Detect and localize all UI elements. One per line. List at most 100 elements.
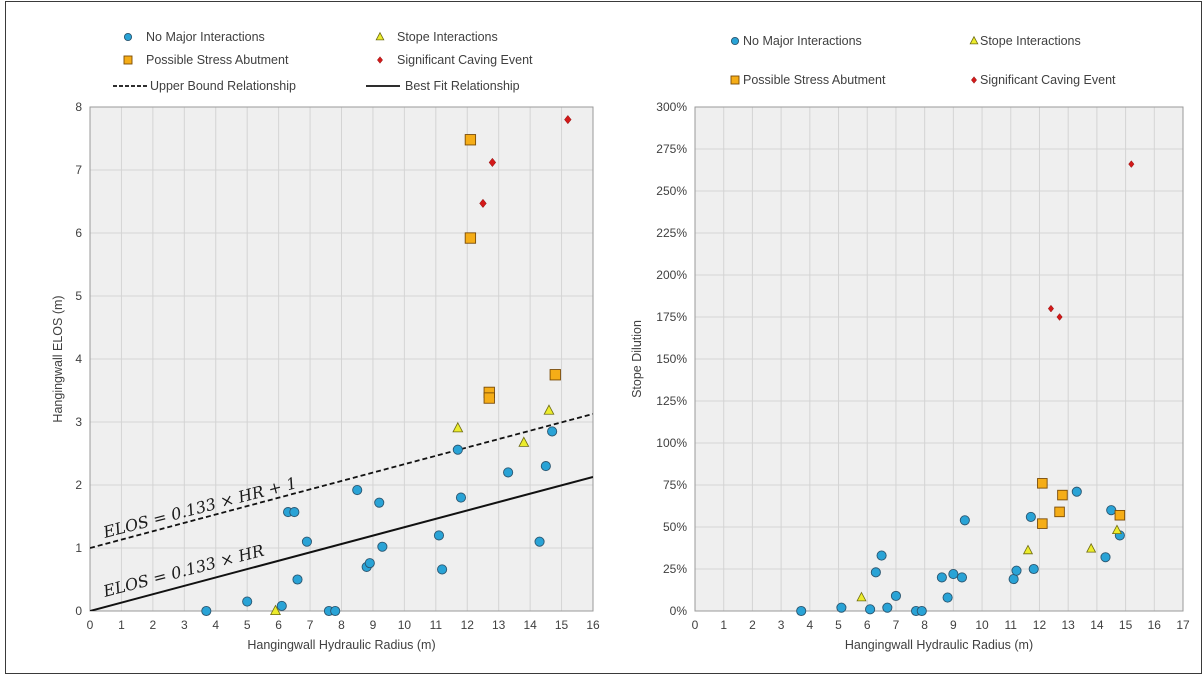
x-tick-label: 3 [181,618,188,632]
y-tick-label: 1 [75,541,82,555]
x-tick-label: 11 [430,618,443,632]
y-axis-label: Stope Dilution [630,320,644,398]
y-tick-label: 6 [75,226,82,240]
data-point [518,436,530,447]
x-tick-label: 16 [586,618,600,632]
y-tick-label: 200% [656,268,687,282]
data-point [942,592,953,603]
y-tick-label: 3 [75,415,82,429]
data-point [1037,478,1048,489]
x-tick-label: 0 [87,618,94,632]
data-point [352,484,363,496]
y-tick-label: 0% [670,604,688,618]
y-tick-label: 175% [656,310,687,324]
data-point [856,591,867,602]
data-point [330,605,341,617]
data-point [936,572,947,583]
chart-panel-2: 0 1 2 3 4 5 6 7 8 9 10 11 12 13 14 15 16 170%25%50%75%100… [630,34,1190,652]
y-tick-label: 75% [663,478,687,492]
plot-border [694,106,1184,612]
upper-bound-line [90,413,593,549]
x-tick-label: 16 [1148,618,1162,632]
x-tick-label: 12 [1033,618,1047,632]
data-point [1106,505,1117,516]
data-point [890,590,901,601]
series-stope [856,524,1123,602]
data-point [289,507,300,518]
data-point [916,605,927,617]
data-point [364,558,375,569]
data-point [1028,563,1039,575]
legend: No Major Interactions Stope Interactions P… [730,34,1116,87]
data-point [876,550,887,561]
series-stress [464,134,561,404]
data-point [1037,518,1048,529]
y-tick-label: 2 [75,478,82,492]
data-point [796,605,807,617]
legend-marker-stress [123,55,133,65]
data-point [549,369,561,381]
y-tick-label: 50% [663,520,687,534]
y-tick-label: 125% [656,394,687,408]
data-point [452,421,464,433]
legend-label: Significant Caving Event [980,73,1116,87]
legend-label: Possible Stress Abutment [146,53,289,67]
y-tick-label: 5 [75,289,82,303]
x-tick-label: 0 [692,618,699,632]
legend-marker-stress [730,75,740,85]
y-tick-label: 100% [656,436,687,450]
x-tick-label: 8 [338,618,345,632]
data-point [956,572,968,583]
best-fit-line [90,475,593,611]
data-point [433,530,445,541]
data-point [948,568,959,580]
data-point [483,392,495,404]
data-point [1114,509,1126,521]
x-tick-label: 7 [893,618,900,632]
x-axis-label: Hangingwall Hydraulic Radius (m) [845,638,1033,652]
legend-marker-stope [969,35,979,45]
legend-label: No Major Interactions [743,34,862,48]
data-point [1025,511,1036,522]
data-point [455,492,467,503]
data-point [292,574,303,585]
x-tick-label: 13 [492,618,506,632]
series-stope [270,404,555,615]
x-tick-label: 7 [307,618,314,632]
x-tick-label: 6 [275,618,282,632]
x-tick-label: 1 [720,618,727,632]
data-point [882,602,893,613]
data-point [543,404,555,415]
data-point [301,536,312,547]
data-point [270,604,281,615]
data-point [1022,544,1034,555]
x-tick-label: 14 [523,618,537,632]
y-tick-label: 8 [75,100,82,114]
data-point [503,467,514,478]
legend-marker-stope [375,31,385,41]
x-tick-label: 4 [806,618,813,632]
legend-label: Upper Bound Relationship [150,79,296,93]
data-point [276,600,287,612]
data-point [865,604,876,615]
x-tick-label: 1 [118,618,125,632]
data-point [464,232,477,244]
data-point [564,114,572,125]
x-tick-label: 2 [749,618,756,632]
x-tick-label: 5 [244,618,251,632]
y-tick-label: 300% [656,100,687,114]
data-point [1047,304,1054,313]
x-tick-label: 6 [864,618,871,632]
legend-label: No Major Interactions [146,30,265,44]
legend-marker-caving [971,76,977,84]
legend-label: Best Fit Relationship [405,79,520,93]
x-tick-label: 14 [1090,618,1104,632]
data-point [1086,542,1097,553]
legend-label: Stope Interactions [397,30,498,44]
x-tick-label: 5 [835,618,842,632]
plot-border [89,106,594,612]
data-point [1008,574,1019,585]
data-point [1011,565,1022,576]
x-tick-label: 2 [150,618,157,632]
